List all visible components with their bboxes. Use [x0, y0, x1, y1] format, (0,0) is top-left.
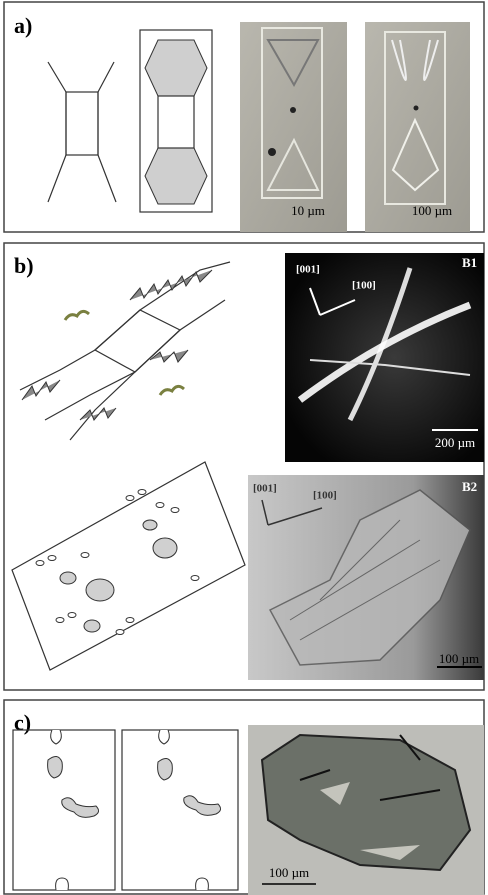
scale-bar-label: 10 µm	[291, 203, 325, 218]
hourglass-drawing	[47, 61, 117, 203]
photo-b1: [001] [100] B1 200 µm	[285, 253, 484, 462]
hexagon-drawing	[139, 29, 213, 213]
direction-arrow	[309, 287, 321, 316]
photo: 10 µm	[240, 22, 347, 232]
direction-label: [001]	[296, 264, 320, 276]
panel-a: a) 10 µm 100 µm	[3, 1, 485, 233]
scale-bar-label: 100 µm	[439, 651, 479, 666]
panel-label: c)	[14, 710, 31, 735]
photo-b2: [001] [100] B2 100 µm	[248, 475, 484, 680]
panel-b: b) [001] [100] B1 200 µm	[3, 242, 485, 691]
direction-label: [001]	[253, 483, 277, 495]
panel-border	[3, 242, 485, 691]
direction-arrow	[319, 299, 356, 316]
image-label: B1	[462, 255, 477, 270]
inclusion-drawing	[121, 729, 239, 891]
direction-label: [100]	[313, 490, 337, 502]
direction-arrow	[267, 507, 323, 526]
scale-bar-label: 100 µm	[269, 865, 309, 880]
image-label: B2	[462, 479, 477, 494]
photo: 100 µm	[365, 22, 470, 232]
photo-c: 100 µm	[248, 725, 484, 895]
scale-bar-label: 100 µm	[412, 203, 452, 218]
dendrite-drawing	[19, 261, 231, 441]
inclusion-drawing	[12, 729, 116, 891]
direction-arrow	[261, 499, 269, 526]
panel-label: a)	[14, 13, 32, 38]
panel-c: c) 100 µm	[3, 699, 485, 895]
direction-label: [100]	[352, 280, 376, 292]
ellipse-drawing	[11, 461, 246, 671]
scale-bar-label: 200 µm	[435, 435, 475, 450]
panel-label: b)	[14, 253, 34, 278]
